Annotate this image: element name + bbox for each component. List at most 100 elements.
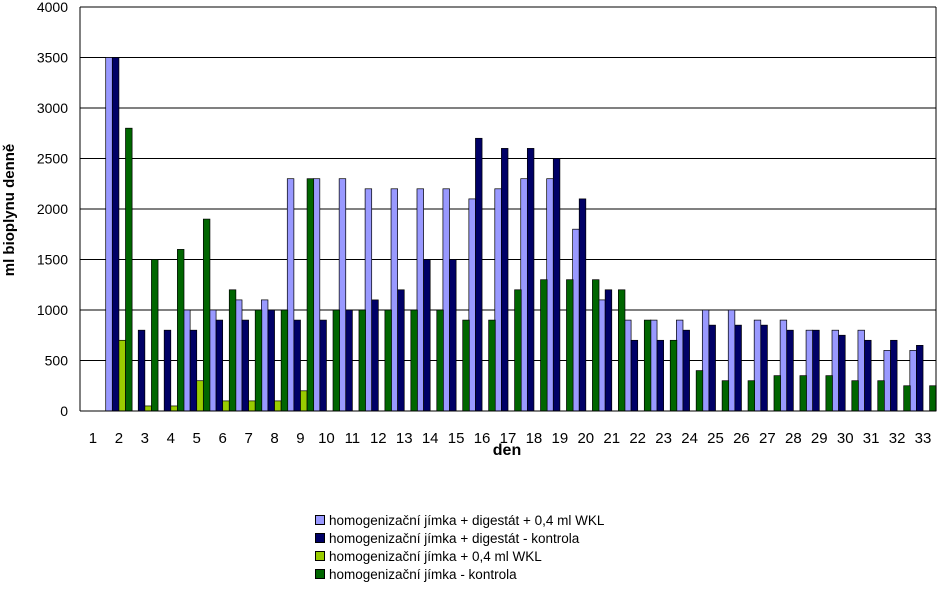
x-tick-label: 31 — [863, 430, 880, 447]
bar — [274, 400, 282, 412]
x-tick-labels: 1 2 3 4 5 6 7 8 9 10 11 12 13 14 15 16 17 18 19 20 21 22 23 24 2… — [89, 430, 932, 447]
x-axis-label: den — [493, 442, 521, 459]
legend-item: homogenizační jímka + 0,4 ml WKL — [315, 547, 604, 565]
x-tick-label: 23 — [655, 430, 672, 447]
x-tick-label: 28 — [785, 430, 802, 447]
bar — [215, 319, 224, 412]
bar — [345, 309, 353, 412]
x-tick-label: 8 — [270, 430, 278, 447]
bar — [280, 309, 289, 412]
legend-item: homogenizační jímka + digestát - kontrol… — [315, 529, 604, 547]
bar — [222, 400, 230, 412]
x-tick-label: 18 — [526, 430, 543, 447]
bar — [773, 375, 781, 412]
bar — [520, 178, 528, 412]
bar — [540, 279, 548, 412]
bar — [306, 178, 315, 412]
bar — [630, 339, 639, 412]
y-tick-labels: 0 500 1000 1500 2000 2500 3000 3500 4000 — [37, 0, 68, 419]
x-tick-label: 26 — [733, 430, 750, 447]
bar — [241, 319, 249, 412]
bar — [552, 158, 561, 412]
bar — [890, 339, 898, 412]
bar — [701, 309, 710, 412]
bar — [390, 188, 398, 412]
bar — [436, 309, 444, 412]
x-tick-label: 30 — [837, 430, 854, 447]
y-tick-label: 1500 — [37, 252, 68, 268]
bar — [488, 319, 496, 412]
bar — [163, 329, 172, 412]
bar — [267, 309, 275, 412]
bar — [286, 178, 295, 412]
bar — [312, 178, 321, 412]
y-tick-label: 3000 — [37, 100, 68, 116]
bar — [319, 319, 327, 412]
x-tick-label: 9 — [296, 430, 304, 447]
bar — [566, 279, 574, 412]
bar — [592, 279, 600, 412]
y-tick-label: 2500 — [37, 151, 68, 167]
x-tick-label: 22 — [629, 430, 646, 447]
bar — [462, 319, 470, 412]
bar — [916, 345, 924, 412]
bar — [857, 329, 865, 412]
bar — [332, 309, 340, 412]
x-tick-label: 24 — [681, 430, 698, 447]
bar — [209, 309, 217, 412]
bar — [604, 289, 613, 412]
bar — [416, 188, 424, 412]
legend: homogenizační jímka + digestát + 0,4 ml … — [315, 511, 604, 583]
bar — [851, 380, 859, 412]
x-tick-label: 21 — [603, 430, 620, 447]
bar — [228, 289, 237, 412]
x-tick-label: 19 — [552, 430, 569, 447]
bar — [449, 259, 457, 412]
bar — [695, 370, 704, 412]
bar — [261, 299, 269, 412]
x-tick-label: 4 — [167, 430, 175, 447]
bar — [442, 188, 450, 412]
bar — [293, 319, 301, 412]
bar — [799, 375, 807, 412]
bar — [202, 218, 211, 412]
y-tick-label: 500 — [45, 353, 69, 369]
y-tick-label: 4000 — [37, 0, 68, 15]
bar — [384, 309, 392, 412]
bar — [727, 309, 736, 412]
y-tick-label: 0 — [60, 403, 68, 419]
bar — [831, 329, 839, 412]
legend-swatch — [315, 569, 325, 579]
bar — [468, 198, 476, 412]
bar — [189, 329, 198, 412]
y-axis-label: ml bioplynu denně — [1, 144, 18, 277]
bar — [650, 319, 658, 412]
bar — [125, 127, 133, 412]
x-tick-label: 11 — [345, 430, 361, 447]
legend-swatch — [315, 551, 325, 561]
bar — [475, 137, 483, 412]
x-tick-label: 25 — [707, 430, 724, 447]
bar — [118, 339, 126, 412]
bar — [883, 350, 891, 412]
bar — [111, 57, 120, 412]
x-tick-label: 33 — [915, 430, 932, 447]
bar — [105, 57, 113, 412]
bar — [708, 324, 716, 412]
bar — [526, 148, 535, 412]
x-tick-label: 2 — [115, 430, 123, 447]
x-tick-label: 3 — [141, 430, 149, 447]
bar — [578, 198, 587, 412]
bar — [753, 319, 762, 412]
x-tick-label: 29 — [811, 430, 828, 447]
bar — [779, 319, 788, 412]
bar — [734, 324, 742, 412]
bar — [747, 380, 755, 412]
x-tick-label: 7 — [244, 430, 252, 447]
legend-item: homogenizační jímka + digestát + 0,4 ml … — [315, 511, 604, 529]
bar — [805, 329, 814, 412]
x-tick-label: 20 — [577, 430, 594, 447]
bar — [825, 375, 833, 412]
y-tick-label: 2000 — [37, 201, 68, 217]
